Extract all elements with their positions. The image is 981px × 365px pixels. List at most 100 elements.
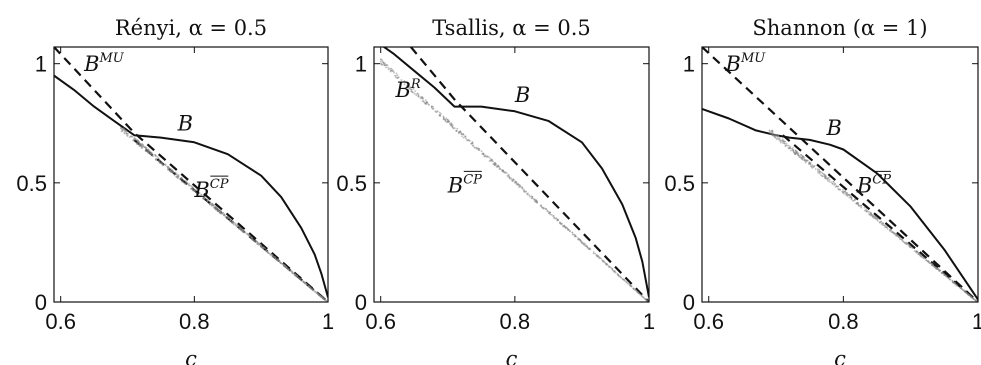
data-point — [773, 133, 775, 136]
data-point — [223, 214, 226, 217]
data-point — [416, 92, 419, 95]
data-point — [386, 64, 389, 66]
data-point — [256, 241, 259, 243]
data-point — [488, 160, 491, 162]
data-point — [828, 179, 831, 181]
data-point — [577, 238, 580, 241]
data-point — [546, 210, 549, 213]
data-point — [475, 147, 478, 150]
data-point — [810, 165, 812, 168]
data-point — [644, 298, 647, 300]
data-point — [936, 268, 939, 271]
data-point — [141, 147, 143, 150]
data-point — [176, 173, 179, 176]
data-point — [635, 289, 637, 292]
data-point — [892, 232, 895, 235]
data-point — [539, 204, 542, 207]
data-point — [781, 138, 784, 141]
data-point — [818, 172, 821, 175]
data-point — [645, 299, 648, 302]
data-point — [797, 154, 800, 157]
data-point — [932, 265, 935, 267]
data-point — [609, 266, 612, 269]
data-point — [948, 277, 950, 279]
chart-title: Tsallis, α = 0.5 — [432, 16, 591, 40]
data-point — [783, 140, 786, 143]
data-point — [264, 247, 266, 250]
x-tick-label: 0.6 — [693, 309, 724, 334]
data-point — [486, 155, 488, 158]
data-point — [516, 183, 519, 186]
data-point — [550, 213, 553, 216]
data-point — [232, 222, 235, 224]
data-point — [534, 200, 537, 203]
data-point — [521, 187, 524, 190]
data-point — [396, 74, 399, 76]
x-tick-label: 0.8 — [828, 309, 859, 334]
data-point — [158, 161, 161, 164]
data-point — [306, 283, 309, 286]
data-point — [574, 234, 577, 237]
data-point — [314, 290, 317, 293]
data-point — [619, 275, 622, 278]
data-point — [608, 266, 611, 268]
data-point — [488, 156, 490, 159]
data-point — [595, 254, 598, 257]
y-tick-label: 0 — [683, 290, 695, 315]
data-point — [779, 137, 781, 139]
data-point — [617, 274, 620, 276]
data-point — [428, 104, 430, 106]
data-point — [837, 188, 839, 190]
data-point — [246, 232, 249, 235]
data-point — [502, 170, 504, 173]
data-point — [152, 154, 154, 157]
data-point — [447, 120, 450, 123]
data-point — [854, 198, 856, 201]
data-point — [917, 252, 920, 254]
data-point — [884, 224, 887, 226]
data-point — [136, 139, 139, 142]
data-point — [206, 200, 209, 202]
data-point — [642, 296, 645, 299]
x-axis-label: c — [506, 347, 518, 365]
data-point — [842, 189, 844, 191]
data-point — [875, 217, 878, 220]
plot-frame — [53, 46, 329, 303]
plot-area — [379, 47, 649, 302]
data-point — [579, 239, 582, 242]
series-bcp-scatter — [768, 129, 978, 302]
data-point — [256, 242, 258, 245]
data-point — [636, 291, 639, 294]
data-point — [804, 159, 806, 162]
data-point — [925, 259, 928, 262]
data-point — [536, 201, 538, 203]
data-point — [452, 127, 455, 130]
data-point — [132, 139, 135, 142]
data-point — [379, 58, 382, 61]
data-point — [794, 153, 797, 155]
data-point — [782, 140, 784, 143]
data-point — [602, 260, 605, 262]
data-point — [461, 135, 463, 138]
data-point — [881, 224, 884, 226]
data-point — [785, 142, 788, 145]
data-point — [459, 131, 462, 134]
data-point — [792, 149, 795, 151]
data-point — [289, 269, 292, 272]
data-point — [504, 171, 507, 174]
data-point — [187, 184, 190, 187]
data-point — [856, 202, 859, 204]
x-tick-label: 1 — [322, 309, 334, 334]
data-point — [119, 127, 122, 129]
data-point — [149, 152, 152, 155]
data-point — [811, 167, 813, 169]
data-point — [614, 272, 617, 274]
data-point — [215, 206, 217, 209]
data-point — [507, 174, 510, 176]
data-point — [383, 64, 386, 66]
y-tick-label: 0.5 — [16, 171, 47, 196]
data-point — [296, 276, 298, 278]
data-point — [213, 206, 215, 209]
data-point — [911, 247, 914, 250]
